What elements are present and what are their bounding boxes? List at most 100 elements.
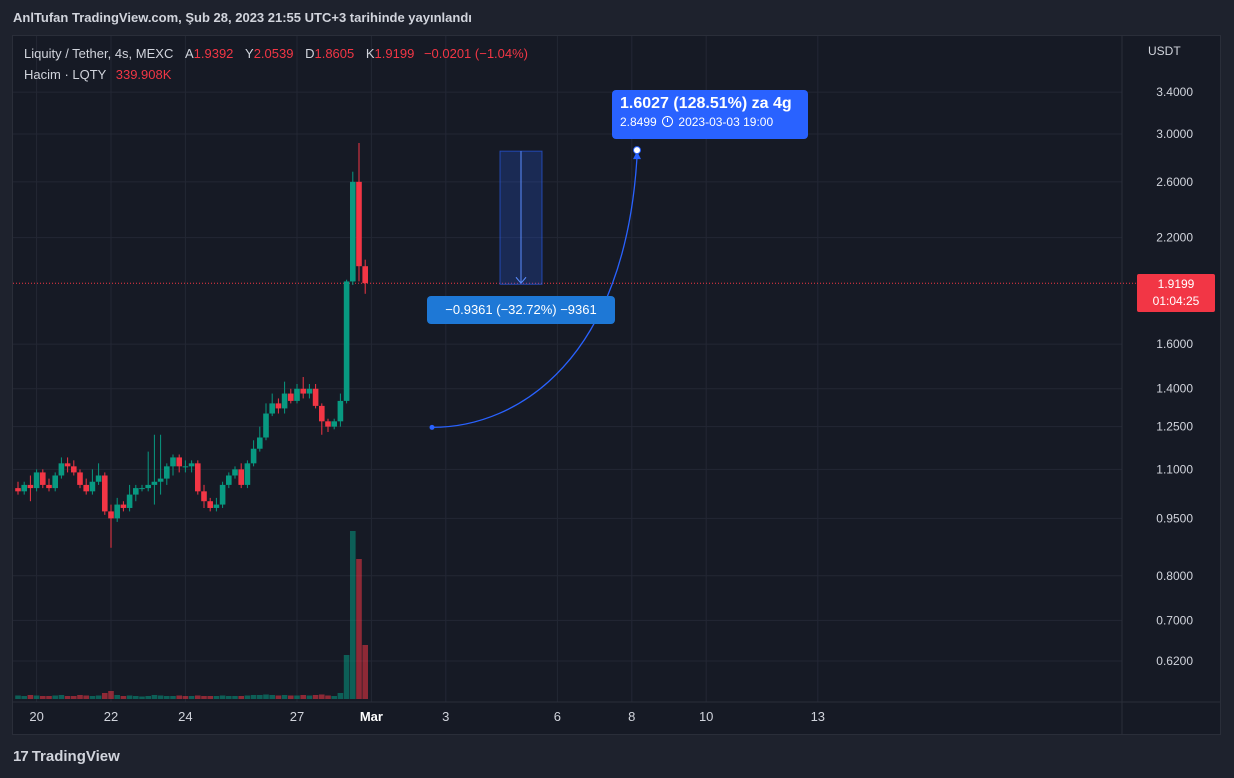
volume-bar [201,696,207,699]
volume-bar [40,696,46,699]
candle-body [201,491,207,502]
volume-bar [77,695,83,699]
volume-bar [288,695,294,699]
volume-bar [71,696,77,699]
volume-label[interactable]: Hacim · LQTY [24,67,107,82]
candle-body [151,481,158,485]
volume-bar [281,695,288,699]
volume-bar [139,696,145,699]
projection-price: 2.8499 [620,115,657,129]
candle-body [64,463,71,467]
x-tick-label: 20 [29,709,43,724]
candle-body [188,463,195,467]
x-tick-label: 8 [628,709,635,724]
y-tick-label: 1.1000 [1156,462,1193,476]
x-tick-label: 10 [699,709,713,724]
volume-bar [244,695,251,699]
open-value: 1.9392 [193,46,234,61]
candle-body [108,511,114,519]
bar-countdown: 01:04:25 [1152,294,1200,308]
candle-body [15,488,21,492]
y-tick-label: 0.7000 [1156,613,1193,627]
volume-bar [319,694,325,699]
volume-bar [157,695,164,699]
volume-bar [219,695,226,699]
x-tick-label: 27 [290,709,304,724]
y-tick-label: 2.2000 [1156,231,1193,245]
volume-bar [343,655,350,699]
volume-bar [263,694,269,699]
candle-body [195,463,201,492]
y-tick-label: 3.4000 [1156,85,1193,99]
y-tick-label: 0.8000 [1156,569,1193,583]
candle-body [126,494,133,508]
candle-body [306,388,313,394]
y-tick-label: 1.6000 [1156,337,1193,351]
candle-body [331,421,337,427]
candle-body [238,469,244,485]
volume-bar [213,696,220,699]
y-tick-label: 1.2500 [1156,420,1193,434]
x-tick-label: 24 [178,709,192,724]
candle-body [46,484,52,489]
volume-bar [269,695,275,699]
volume-bar [52,695,58,699]
tradingview-logo[interactable]: 17 TradingView [13,748,120,765]
candle-body [281,393,288,409]
measure-label[interactable]: −0.9361 (−32.72%) −9361 [427,296,615,324]
volume-bar [95,695,102,699]
volume-bar [250,695,257,699]
volume-bar [300,695,306,699]
candle-body [275,403,282,409]
candle-body [213,504,220,508]
open-key: A [184,46,194,61]
x-tick-label: 22 [104,709,118,724]
candle-body [226,475,232,485]
volume-bar [46,696,52,699]
low-key: D [305,46,315,61]
volume-bar [108,691,114,699]
candle-body [145,484,151,489]
candle-body [83,484,89,492]
volume-legend: Hacim · LQTY 339.908K [24,67,171,82]
symbol-name[interactable]: Liquity / Tether, 4s, MEXC [24,46,174,61]
candle-body [52,475,58,489]
volume-bar [306,695,313,699]
volume-bar [294,695,300,699]
symbol-legend: Liquity / Tether, 4s, MEXC A1.9392 Y2.05… [24,46,528,61]
candle-body [288,393,294,401]
candle-body [244,463,251,485]
candle-body [325,421,331,427]
candle-body [157,478,164,482]
y-tick-label: 3.0000 [1156,127,1193,141]
projection-time: 2023-03-03 19:00 [678,115,774,129]
projection-curve [431,157,638,429]
volume-bar [120,696,127,699]
candle-body [319,405,325,422]
change-value: −0.0201 (−1.04%) [423,46,529,61]
x-tick-label: 3 [442,709,449,724]
volume-bar [102,693,108,699]
chart-frame[interactable] [12,35,1221,735]
candle-body [77,472,83,485]
y-tick-label: 2.6000 [1156,175,1193,189]
candle-body [263,413,269,438]
projection-title: 1.6027 (128.51%) za 4g [620,95,792,112]
candle-body [139,488,145,490]
candle-body [89,481,96,492]
projection-label[interactable]: 1.6027 (128.51%) za 4g 2.8499 2023-03-03… [612,90,808,139]
projection-arrowhead [633,151,641,160]
candle-body [33,472,40,489]
x-tick-label: Mar [360,709,383,724]
candle-body [232,469,238,476]
candle-body [120,504,127,508]
tradingview-mark-icon: 17 [13,748,29,765]
currency-label[interactable]: USDT [1148,44,1181,58]
volume-bar [195,695,201,699]
volume-bar [64,696,71,699]
volume-bar [182,696,189,699]
candle-body [312,388,319,406]
volume-bar [151,695,158,699]
volume-bar [114,695,120,699]
